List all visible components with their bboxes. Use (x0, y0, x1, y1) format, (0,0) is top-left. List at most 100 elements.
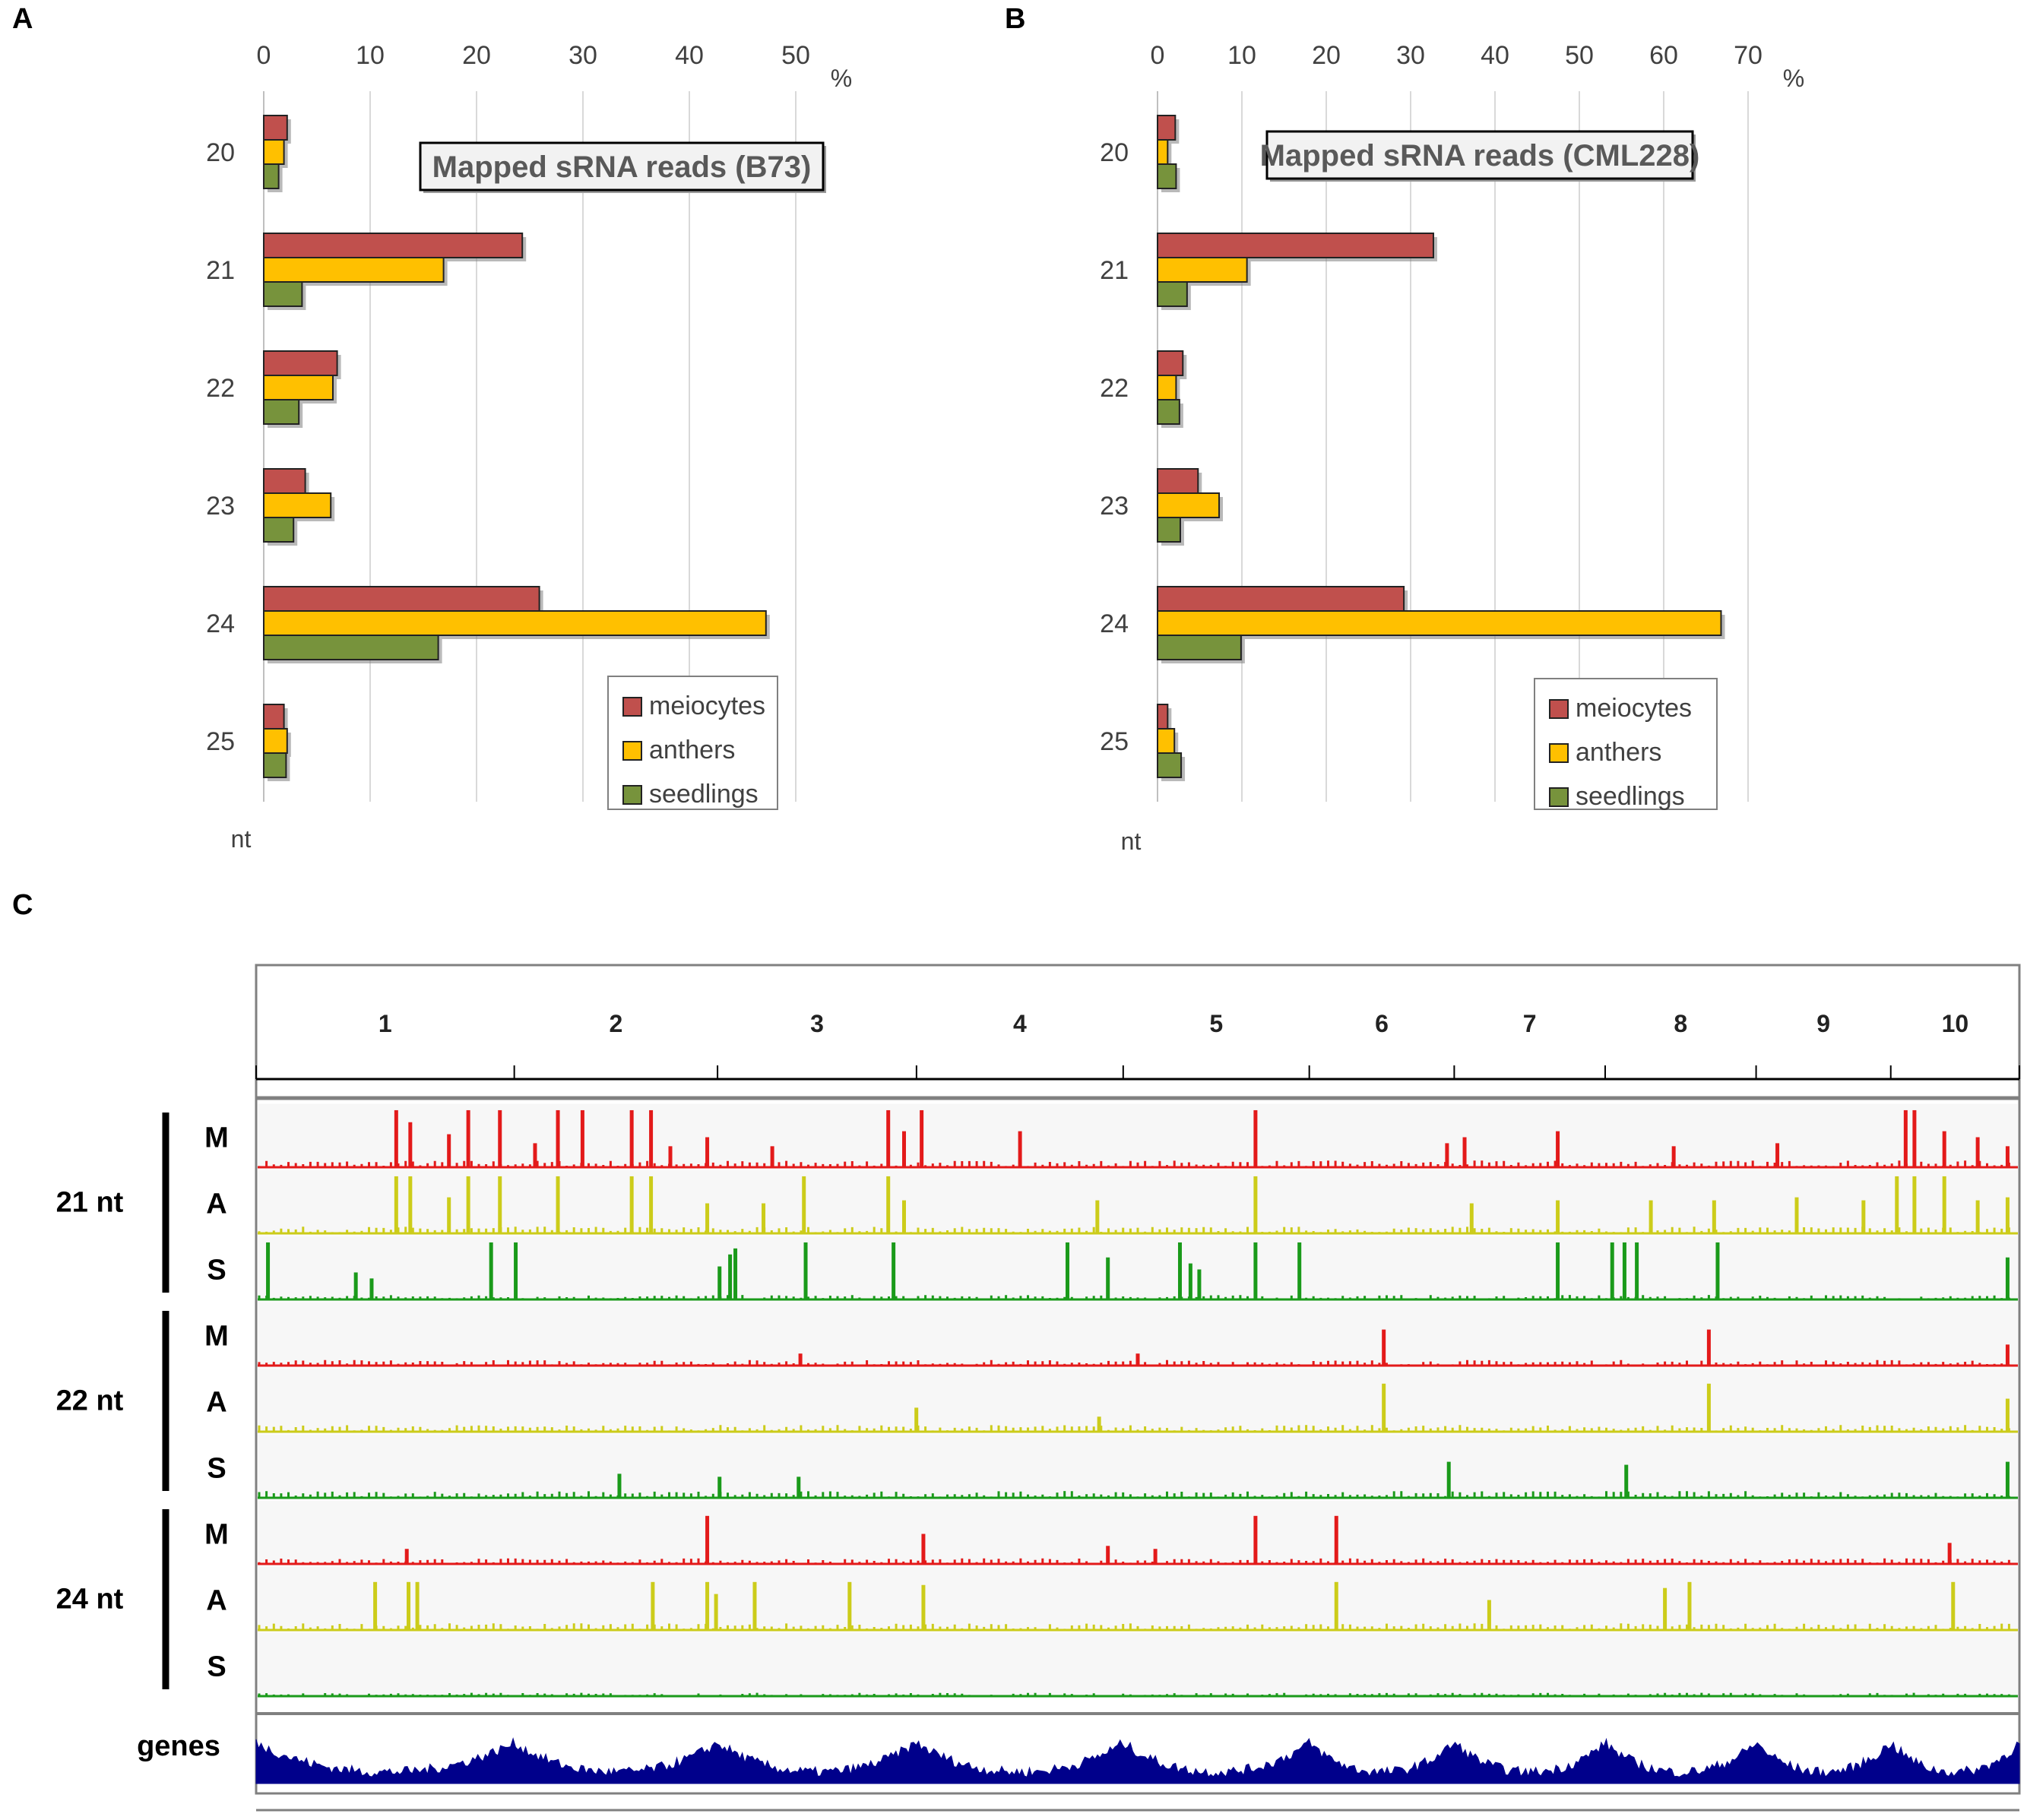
track-peak (1097, 1416, 1101, 1432)
bar-meiocytes (1157, 586, 1405, 612)
track-peak (498, 1176, 502, 1233)
track-peak (1153, 1549, 1158, 1564)
track-peak (1469, 1203, 1474, 1233)
x-tick-label: 0 (1151, 41, 1165, 70)
bar-chart-b73: 0 10 20 30 40 50% nt 20 21 22 23 24 25 Mapped sRNA re… (206, 41, 852, 853)
x-tick-label: 30 (1396, 41, 1425, 70)
bar-seedlings (263, 752, 287, 778)
panel-letter-c: C (12, 889, 33, 921)
bar-seedlings (1157, 635, 1242, 660)
track-peak (1947, 1543, 1952, 1564)
track-peak (407, 1581, 411, 1630)
track-peak (902, 1131, 907, 1167)
track-peak (556, 1109, 560, 1167)
track-peak (1462, 1137, 1467, 1167)
title-box (1265, 130, 1694, 180)
track-peak (1635, 1242, 1639, 1299)
bar-seedlings (1157, 281, 1188, 307)
category-label: 25 (1100, 727, 1129, 756)
bar-meiocytes (263, 350, 338, 376)
bar-meiocytes (1157, 468, 1199, 494)
chromosome-label: 7 (1523, 1010, 1537, 1037)
bar-meiocytes (263, 115, 288, 141)
legend-swatch-anthers (622, 741, 642, 761)
track-peak (717, 1266, 722, 1299)
track-peak (408, 1176, 413, 1233)
track-peak (1095, 1200, 1100, 1233)
track-peak (1334, 1581, 1338, 1630)
x-tick-label: 30 (569, 41, 597, 70)
legend-label-anthers: anthers (649, 736, 735, 764)
track-peak (1895, 1176, 1899, 1233)
bar-anthers (1157, 610, 1722, 636)
bar-seedlings (263, 163, 280, 189)
track-peak (733, 1248, 738, 1299)
category-label: 24 (1100, 609, 1129, 638)
genes-label: genes (137, 1730, 220, 1762)
legend-label-seedlings: seedlings (649, 780, 759, 809)
x-axis-unit-label: % (1783, 65, 1804, 92)
legend-swatch-seedlings (622, 785, 642, 805)
bar-chart-cml228: 0 10 20 30 40 50 60 70% nt 20 21 22 23 24 25 Mapped sRN… (1100, 41, 1804, 855)
track-peak (556, 1176, 560, 1233)
track-peak (580, 1109, 584, 1167)
track-background (257, 1103, 2019, 1170)
track-label: M (204, 1519, 229, 1551)
legend-label-seedlings: seedlings (1576, 782, 1685, 811)
track-peak (2005, 1461, 2010, 1498)
track-peak (728, 1254, 733, 1299)
track-peak (705, 1137, 710, 1167)
track-peak (705, 1515, 710, 1564)
bar-anthers (263, 375, 334, 400)
track-background (257, 1632, 2019, 1699)
track-label: S (207, 1255, 226, 1287)
track-peak (892, 1242, 896, 1299)
track-peak (1446, 1461, 1451, 1498)
bar-seedlings (263, 281, 303, 307)
category-label: 21 (1100, 256, 1129, 285)
track-peak (921, 1584, 926, 1630)
chromosome-label: 9 (1816, 1010, 1830, 1037)
bar-meiocytes (263, 586, 540, 612)
title-box (419, 141, 825, 191)
track-background (257, 1565, 2019, 1633)
bar-anthers (263, 728, 288, 754)
track-peak (1253, 1176, 1258, 1233)
category-label: 24 (206, 609, 235, 638)
track-peak (415, 1581, 420, 1630)
track-peak (2005, 1398, 2010, 1432)
track-label: A (206, 1387, 226, 1419)
track-peak (714, 1594, 718, 1630)
y-axis-unit-label: nt (231, 825, 252, 853)
track-peak (921, 1534, 926, 1564)
track-peak (886, 1109, 891, 1167)
track-peak (1706, 1329, 1711, 1366)
x-tick-label: 20 (462, 41, 491, 70)
track-peak (533, 1143, 537, 1167)
track-peak (1253, 1242, 1258, 1299)
track-peak (1794, 1197, 1799, 1233)
track-peak (373, 1581, 378, 1630)
track-peak (1706, 1383, 1711, 1432)
track-peak (847, 1581, 852, 1630)
track-peak (752, 1581, 757, 1630)
track-peak (1687, 1581, 1692, 1630)
track-background (257, 1499, 2019, 1567)
track-background (257, 1169, 2019, 1236)
bar-seedlings (1157, 752, 1183, 778)
track-peak (447, 1134, 451, 1167)
track-peak (668, 1146, 673, 1167)
track-background-signal (258, 1491, 2010, 1498)
track-peak (886, 1176, 891, 1233)
x-axis-unit-label: % (831, 65, 852, 92)
category-label: 21 (206, 256, 235, 285)
track-peak (1106, 1546, 1110, 1564)
panel-letter-a: A (12, 3, 33, 35)
track-background-signal (258, 1623, 2010, 1630)
track-peak (1715, 1242, 1720, 1299)
x-tick-label: 50 (1565, 41, 1594, 70)
track-peak (1197, 1269, 1202, 1299)
category-label: 20 (1100, 138, 1129, 167)
bar-anthers (263, 492, 332, 518)
track-peak (1253, 1109, 1258, 1167)
